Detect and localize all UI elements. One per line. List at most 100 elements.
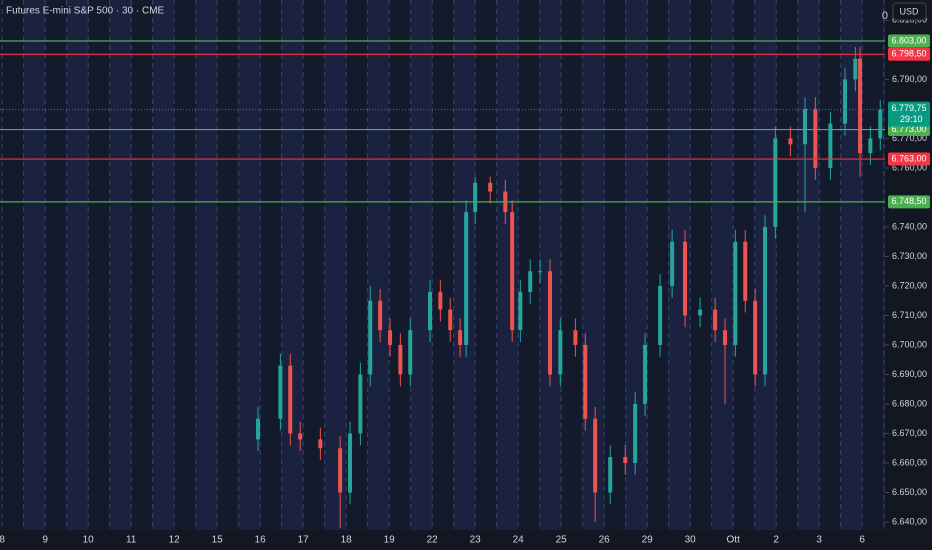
candle-body — [448, 309, 453, 331]
currency-label[interactable]: USD — [899, 6, 919, 16]
x-tick-label: 6 — [859, 535, 865, 546]
session-band — [281, 0, 304, 530]
x-tick-label: 23 — [470, 535, 482, 546]
candle-body — [743, 241, 748, 301]
candle-body — [658, 285, 663, 345]
candle-body — [623, 457, 628, 464]
candle-body — [473, 182, 478, 213]
candle-body — [464, 212, 469, 345]
candle-body — [558, 330, 563, 375]
session-band — [238, 0, 261, 530]
candle-body — [858, 58, 863, 154]
candle-body — [608, 457, 613, 493]
candle-body — [773, 138, 778, 227]
candle-body — [868, 138, 873, 154]
candle-body — [256, 418, 261, 440]
level-label: 6.763,00 — [891, 153, 926, 163]
y-tick-label: 6.700,00 — [892, 339, 927, 349]
session-band — [797, 0, 820, 530]
candle-body — [878, 109, 883, 139]
session-band — [410, 0, 433, 530]
candle-body — [438, 291, 443, 310]
session-band — [23, 0, 46, 530]
y-tick-label: 6.650,00 — [892, 487, 927, 497]
candle-body — [378, 300, 383, 331]
y-tick-label: 6.720,00 — [892, 280, 927, 290]
candle-body — [828, 123, 833, 168]
level-tag — [888, 47, 930, 61]
x-tick-label: 10 — [83, 535, 95, 546]
session-band — [195, 0, 218, 530]
candle-body — [538, 271, 543, 273]
candle-body — [368, 300, 373, 375]
candle-body — [698, 309, 703, 316]
time-axis — [0, 530, 932, 550]
candle-body — [298, 433, 303, 440]
x-tick-label: 18 — [341, 535, 353, 546]
level-tag — [888, 34, 930, 48]
candle-body — [813, 108, 818, 168]
candle-body — [510, 212, 515, 331]
candle-body — [288, 365, 293, 434]
y-tick-label: 6.770,00 — [892, 133, 927, 143]
candle-body — [643, 344, 648, 404]
candle-body — [713, 309, 718, 331]
level-label: 6.803,00 — [891, 35, 926, 45]
session-band — [324, 0, 347, 530]
session-band — [367, 0, 390, 530]
plot — [0, 0, 906, 530]
candle-body — [753, 300, 758, 375]
x-tick-label: 12 — [169, 535, 181, 546]
x-tick-label: 19 — [384, 535, 396, 546]
y-tick-label: 6.790,00 — [892, 74, 927, 84]
candle-body — [458, 330, 463, 345]
session-band — [668, 0, 691, 530]
session-band — [840, 0, 863, 530]
y-tick-label: 6.710,00 — [892, 310, 927, 320]
x-tick-label: 30 — [685, 535, 697, 546]
x-tick-label: Ott — [727, 535, 741, 546]
level-label: 6.773,00 — [891, 124, 926, 134]
candle-body — [548, 271, 553, 375]
level-tag — [888, 195, 930, 209]
session-band — [152, 0, 175, 530]
y-tick-label: 6.680,00 — [892, 398, 927, 408]
candle-body — [723, 330, 728, 345]
currency-button[interactable] — [892, 2, 927, 21]
x-tick-label: 16 — [255, 535, 267, 546]
candle-body — [763, 226, 768, 375]
y-tick-label: 6.740,00 — [892, 221, 927, 231]
countdown-label: 29:10 — [900, 114, 923, 124]
x-tick-label: 29 — [642, 535, 654, 546]
x-tick-label: 26 — [599, 535, 611, 546]
x-tick-label: 17 — [298, 535, 310, 546]
overlay: 8 9 10 11 12 15 16 17 18 19 22 23 24 25 26 29 30 Ott 2 3 66.… — [0, 15, 930, 546]
session-band — [711, 0, 734, 530]
session-band — [109, 0, 132, 530]
candle-body — [318, 439, 323, 449]
candle-body — [528, 271, 533, 292]
x-tick-label: 22 — [427, 535, 439, 546]
y-tick-label: 6.730,00 — [892, 251, 927, 261]
x-tick-label: 11 — [126, 535, 137, 546]
candle-body — [593, 418, 598, 493]
candle-body — [843, 79, 848, 124]
session-band — [625, 0, 648, 530]
candle-body — [348, 433, 353, 493]
candle-body — [278, 365, 283, 419]
y-tick-label: 6.660,00 — [892, 457, 927, 467]
candle-body — [670, 241, 675, 286]
y-tick-label: 6.760,00 — [892, 162, 927, 172]
candle-body — [398, 344, 403, 375]
session-band — [66, 0, 89, 530]
candle-body — [338, 448, 343, 493]
candle-body — [573, 330, 578, 345]
x-tick-label: 3 — [816, 535, 822, 546]
session-band — [496, 0, 519, 530]
x-tick-label: 25 — [556, 535, 568, 546]
candle-body — [388, 330, 393, 345]
x-tick-label: 15 — [212, 535, 224, 546]
candle-body — [408, 330, 413, 375]
x-tick-label: 24 — [513, 535, 525, 546]
